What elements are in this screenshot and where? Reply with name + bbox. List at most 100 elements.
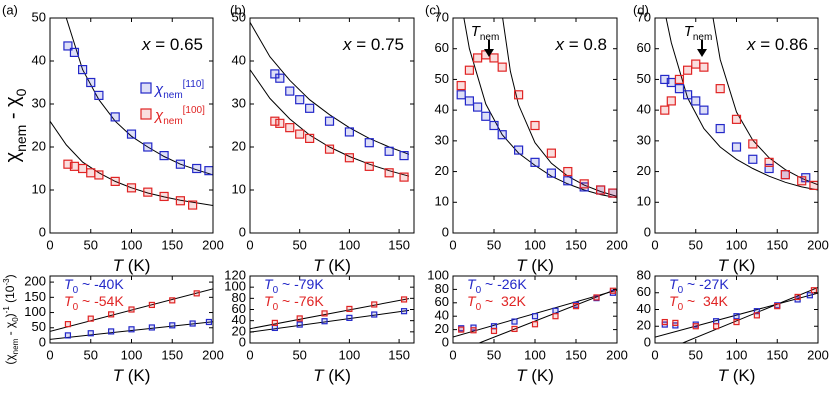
y-tick-label: 40 bbox=[435, 308, 449, 323]
data-point bbox=[674, 84, 685, 94]
fit-note-part: T bbox=[467, 293, 477, 309]
legend-label-part: [110] bbox=[183, 79, 205, 90]
y-tick-label: 40 bbox=[637, 301, 651, 316]
y-tick-label: 200 bbox=[24, 274, 46, 289]
data-point bbox=[748, 139, 758, 149]
data-point bbox=[464, 65, 474, 75]
data-point bbox=[497, 130, 507, 140]
axes-frame bbox=[49, 17, 214, 234]
plot-area bbox=[660, 18, 818, 191]
data-point bbox=[733, 313, 740, 320]
y-tick-label: 40 bbox=[232, 312, 246, 327]
fit-note: T0 ~ 34K bbox=[669, 293, 729, 313]
data-point bbox=[321, 318, 328, 325]
legend-label-part: χ bbox=[153, 81, 164, 98]
y-axis-label-part: - χ bbox=[2, 96, 24, 125]
data-point bbox=[546, 168, 557, 178]
data-point bbox=[399, 172, 409, 182]
y-axis-label-part: (10 bbox=[3, 285, 17, 306]
data-point bbox=[579, 179, 589, 189]
data-point bbox=[69, 47, 80, 58]
plot-area bbox=[250, 296, 410, 333]
y-tick-label: 20 bbox=[435, 163, 449, 178]
y-tick-label: 40 bbox=[637, 102, 651, 117]
data-point bbox=[531, 313, 539, 320]
data-point bbox=[344, 153, 354, 163]
x-tick-label: 200 bbox=[202, 237, 224, 252]
fit-note-part: ~ 34K bbox=[683, 293, 728, 309]
plot-area bbox=[453, 287, 617, 343]
data-point bbox=[143, 187, 153, 197]
data-point bbox=[295, 129, 305, 139]
y-tick-label: 0 bbox=[644, 334, 651, 349]
data-point bbox=[108, 328, 115, 335]
y-tick-label: 50 bbox=[637, 71, 651, 86]
data-point bbox=[400, 308, 408, 315]
y-tick-label: 100 bbox=[224, 279, 246, 294]
data-point bbox=[660, 105, 670, 115]
y-axis-label-part: χ bbox=[2, 151, 24, 162]
y-tick-label: 0 bbox=[442, 334, 449, 349]
data-point bbox=[86, 77, 96, 88]
data-point bbox=[753, 308, 760, 315]
data-point bbox=[691, 59, 701, 69]
y-axis-label-part: (χ bbox=[3, 354, 17, 365]
y-tick-label: 50 bbox=[32, 319, 46, 334]
y-axis-label: χnem - χ0 bbox=[2, 88, 28, 162]
data-point bbox=[810, 287, 818, 294]
legend-label-part: χ bbox=[153, 107, 164, 124]
y-tick-label: 20 bbox=[232, 138, 246, 153]
plot-area bbox=[655, 286, 818, 343]
fit-note-part: 0 bbox=[273, 285, 279, 296]
data-point bbox=[458, 326, 465, 333]
panel-label: (c) bbox=[425, 2, 440, 17]
data-point bbox=[513, 145, 524, 155]
x-tick-label: 150 bbox=[161, 347, 183, 362]
composition-label-part: x bbox=[554, 35, 564, 54]
data-point bbox=[384, 146, 394, 156]
data-point bbox=[809, 180, 818, 190]
y-tick-label: 40 bbox=[435, 102, 449, 117]
y-tick-label: 0 bbox=[644, 224, 651, 239]
data-point bbox=[110, 112, 120, 122]
data-point bbox=[192, 163, 202, 174]
fit-note-part: T bbox=[64, 293, 74, 309]
x-axis-label: T (K) bbox=[718, 366, 756, 385]
x-tick-label: 200 bbox=[202, 347, 224, 362]
data-point bbox=[674, 74, 685, 85]
y-tick-label: 10 bbox=[637, 194, 651, 209]
data-point bbox=[733, 318, 740, 326]
y-tick-label: 70 bbox=[435, 9, 449, 24]
data-point bbox=[305, 103, 315, 113]
composition-label-part: x bbox=[746, 35, 756, 54]
x-tick-label: 150 bbox=[565, 347, 587, 362]
x-axis-label: T (K) bbox=[113, 256, 151, 275]
data-point bbox=[489, 120, 499, 131]
y-tick-label: 60 bbox=[435, 294, 449, 309]
data-point bbox=[108, 311, 115, 318]
data-point bbox=[175, 196, 185, 206]
data-point bbox=[296, 321, 303, 328]
data-point bbox=[63, 41, 73, 51]
data-point bbox=[296, 315, 303, 322]
fit-note-part: 0 bbox=[476, 302, 482, 313]
y-tick-label: 30 bbox=[232, 95, 246, 110]
x-axis-label-part: T bbox=[313, 366, 325, 385]
x-axis-label: T (K) bbox=[516, 366, 554, 385]
y-tick-label: 80 bbox=[232, 290, 246, 305]
fit-note-part: T bbox=[467, 276, 477, 292]
annotation: Tnem bbox=[471, 23, 500, 43]
data-point bbox=[806, 292, 813, 299]
annotation-arrowhead bbox=[484, 49, 494, 57]
axes-frame bbox=[49, 275, 214, 344]
legend-label: χnem[110] bbox=[153, 79, 204, 101]
annotation-part: T bbox=[684, 23, 695, 40]
data-point bbox=[715, 123, 725, 134]
x-tick-label: 100 bbox=[121, 347, 143, 362]
fit-note-part: 0 bbox=[678, 285, 684, 296]
data-point bbox=[324, 144, 335, 154]
data-point bbox=[204, 166, 213, 176]
y-tick-label: 60 bbox=[637, 40, 651, 55]
y-axis-label-part: nem bbox=[11, 338, 20, 354]
data-point bbox=[666, 77, 676, 88]
